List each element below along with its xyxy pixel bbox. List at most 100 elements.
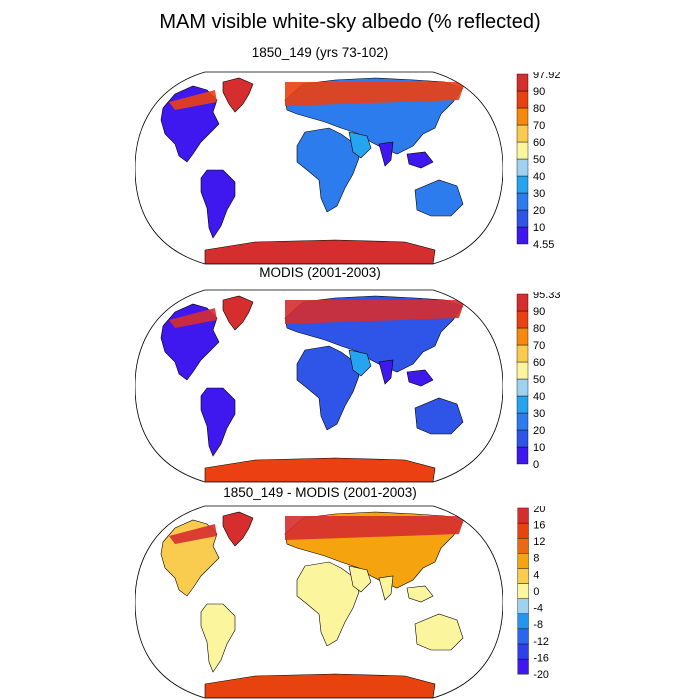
panel-2-title: MODIS (2001-2003) xyxy=(259,265,381,280)
land-greenland xyxy=(222,295,254,331)
land-southAmerica xyxy=(200,603,236,673)
land-india xyxy=(378,141,394,167)
colorbar-swatch xyxy=(516,124,529,143)
colorbar-label: 80 xyxy=(533,103,545,115)
colorbar-label: 50 xyxy=(533,154,545,166)
colorbar-swatch xyxy=(517,598,529,614)
colorbar-swatch xyxy=(517,613,529,630)
colorbar-label: 40 xyxy=(533,171,545,183)
colorbar-label: -4 xyxy=(533,603,543,615)
colorbar-label: 30 xyxy=(533,188,545,200)
land-africa xyxy=(296,345,360,431)
colorbar-label: 10 xyxy=(533,222,545,234)
colorbar-swatch xyxy=(516,378,529,397)
colorbar-label: 97.92 xyxy=(533,72,561,81)
colorbar-swatch xyxy=(516,73,529,92)
land-africa xyxy=(296,561,360,647)
panel-2-map xyxy=(135,289,503,483)
land-arctic-band-na xyxy=(169,308,217,328)
panel-1-colorbar: 97.92 90 80 70 60 50 40 30 20 10 4.55 xyxy=(516,72,561,248)
land-arctic-band xyxy=(285,516,465,540)
land-india xyxy=(378,575,394,601)
panel-3-title: 1850_149 - MODIS (2001-2003) xyxy=(223,485,417,500)
colorbar-swatch xyxy=(517,643,529,660)
land-greenland xyxy=(222,511,254,547)
colorbar-swatch xyxy=(516,395,529,414)
land-arctic-band-na xyxy=(169,90,217,110)
colorbar-swatch xyxy=(516,141,529,160)
panel-1-title: 1850_149 (yrs 73-102) xyxy=(251,45,389,60)
land-australia xyxy=(414,613,464,651)
panel-1-map xyxy=(135,71,503,265)
land-antarctica xyxy=(204,457,436,482)
land-antarctica xyxy=(204,239,436,264)
colorbar-swatch xyxy=(516,327,529,346)
colorbar-label: 20 xyxy=(533,425,545,437)
colorbar-swatch xyxy=(516,90,529,109)
land-greenland xyxy=(222,77,254,113)
map-frame xyxy=(135,505,503,699)
colorbar-label: -16 xyxy=(533,652,549,664)
colorbar-swatch xyxy=(516,226,529,245)
colorbar-label: 95.33 xyxy=(533,292,561,301)
colorbar-label: 30 xyxy=(533,408,545,420)
colorbar-swatch xyxy=(517,522,529,539)
land-seAsia xyxy=(406,369,434,387)
colorbar-label: 4 xyxy=(533,569,539,581)
land-arctic-band xyxy=(285,300,465,324)
land-southAmerica xyxy=(200,387,236,457)
colorbar-label: 90 xyxy=(533,86,545,98)
colorbar-label: 40 xyxy=(533,391,545,403)
colorbar-label: 0 xyxy=(533,586,539,598)
colorbar-swatch xyxy=(516,429,529,448)
colorbar-label: 8 xyxy=(533,553,539,565)
colorbar-swatch xyxy=(517,507,529,524)
colorbar-label: 12 xyxy=(533,536,545,548)
colorbar-label: 4.55 xyxy=(533,239,554,248)
panel-3-map xyxy=(135,505,503,699)
colorbar-label: -8 xyxy=(533,619,543,631)
land-seAsia xyxy=(406,585,434,603)
land-africa xyxy=(296,127,360,213)
colorbar-swatch xyxy=(516,209,529,228)
colorbar-swatch xyxy=(517,583,529,599)
colorbar-label: 70 xyxy=(533,340,545,352)
colorbar-label: 60 xyxy=(533,137,545,149)
colorbar-swatch xyxy=(516,412,529,431)
map-frame xyxy=(135,289,503,483)
land-australia xyxy=(414,179,464,217)
colorbar-label: 10 xyxy=(533,442,545,454)
colorbar-swatch xyxy=(517,628,529,645)
land-arctic-band-na xyxy=(169,524,217,544)
colorbar-label: 80 xyxy=(533,323,545,335)
colorbar-swatch xyxy=(516,310,529,329)
land-seAsia xyxy=(406,151,434,169)
colorbar-swatch xyxy=(517,658,529,675)
land-southAmerica xyxy=(200,169,236,239)
land-india xyxy=(378,359,394,385)
colorbar-swatch xyxy=(517,553,529,569)
panel-2-colorbar: 95.33 90 80 70 60 50 40 30 20 10 0 xyxy=(516,292,561,468)
colorbar-swatch xyxy=(516,361,529,380)
land-arctic-band xyxy=(285,82,465,106)
land-australia xyxy=(414,397,464,435)
colorbar-label: 20 xyxy=(533,205,545,217)
colorbar-swatch xyxy=(516,192,529,211)
land-arabia xyxy=(348,565,372,593)
colorbar-swatch xyxy=(517,537,529,554)
colorbar-swatch xyxy=(516,175,529,194)
land-arabia xyxy=(348,131,372,159)
colorbar-label: 60 xyxy=(533,357,545,369)
land-arabia xyxy=(348,349,372,377)
colorbar-label: 20 xyxy=(533,506,545,515)
colorbar-swatch xyxy=(517,568,529,584)
colorbar-swatch xyxy=(516,446,529,465)
colorbar-swatch xyxy=(516,293,529,312)
figure-title: MAM visible white-sky albedo (% reflecte… xyxy=(159,11,541,33)
colorbar-label: 0 xyxy=(533,459,539,468)
colorbar-label: 50 xyxy=(533,374,545,386)
panel-3-colorbar: 20 16 12 8 4 0 -4 -8 -12 -16 -20 xyxy=(517,506,549,681)
colorbar-label: 70 xyxy=(533,120,545,132)
land-antarctica xyxy=(204,673,436,698)
colorbar-label: 16 xyxy=(533,519,545,531)
